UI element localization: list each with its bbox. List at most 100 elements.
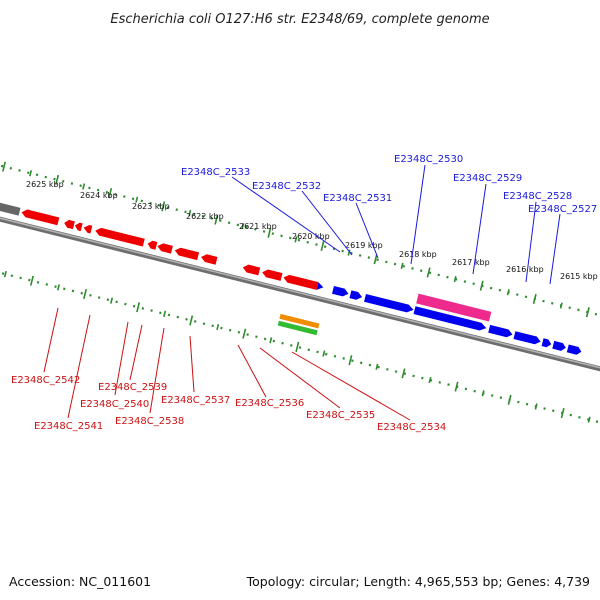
gene-forward[interactable] (513, 331, 541, 345)
special-gene-pink[interactable] (416, 293, 492, 322)
gene-label-reverse[interactable]: E2348C_2535 (306, 410, 375, 421)
genome-summary-text: Topology: circular; Length: 4,965,553 bp… (246, 574, 590, 589)
ruler-label: 2624 kbp (80, 191, 118, 200)
ruler-ticks-outer (2, 161, 590, 318)
ruler-tick (454, 381, 459, 392)
ruler-tick (267, 227, 272, 238)
ruler-tick (400, 262, 404, 269)
map-track (0, 161, 600, 426)
ruler-tick (29, 170, 33, 177)
ruler-tick (108, 188, 113, 199)
gene-forward[interactable] (541, 338, 553, 348)
ruler-tick (534, 403, 538, 410)
genome-backbone-highlight (0, 210, 600, 377)
gene-reverse[interactable] (200, 253, 218, 265)
ruler-label: 2617 kbp (452, 258, 490, 267)
gene-reverse[interactable] (21, 208, 60, 226)
ruler-tick (269, 337, 273, 344)
ruler-ticks-inner (3, 271, 591, 423)
ruler-tick (55, 174, 60, 185)
ruler-line-outer (0, 162, 600, 325)
ruler-tick (241, 223, 245, 230)
forward-label-lines (231, 164, 561, 285)
gene-label-forward[interactable]: E2348C_2531 (323, 193, 392, 204)
ruler-tick (401, 368, 406, 379)
ruler-tick (506, 289, 510, 296)
gene-forward[interactable] (316, 282, 324, 291)
gene-label-reverse[interactable]: E2348C_2539 (98, 382, 167, 393)
gene-reverse[interactable] (74, 222, 83, 232)
ruler-tick (161, 201, 166, 212)
ruler-labels: 2625 kbp 2624 kbp 2623 kbp 2622 kbp 2621… (26, 180, 598, 281)
gene-forward[interactable] (364, 293, 414, 314)
ruler-tick (560, 408, 565, 419)
genome-backbone (0, 209, 600, 379)
ruler-tick (242, 328, 247, 339)
gene-label-reverse[interactable]: E2348C_2541 (34, 421, 103, 432)
ruler-label: 2616 kbp (506, 265, 544, 274)
ruler-tick (189, 315, 194, 326)
gene-forward[interactable] (413, 306, 488, 332)
rna-green[interactable] (277, 320, 318, 336)
gene-forward[interactable] (332, 285, 349, 298)
gene-forward[interactable] (349, 290, 363, 301)
ruler-tick (214, 214, 219, 225)
ruler-tick (375, 363, 379, 370)
gene-forward[interactable] (488, 324, 513, 339)
gene-label-reverse[interactable]: E2348C_2537 (161, 395, 230, 406)
gene-label-forward[interactable]: E2348C_2532 (252, 181, 321, 192)
ruler-tick (294, 236, 298, 243)
gene-forward[interactable] (552, 340, 567, 352)
reverse-genes (0, 201, 319, 290)
gene-label-forward[interactable]: E2348C_2530 (394, 154, 463, 165)
ruler-tick (426, 267, 431, 278)
ruler-tick (163, 310, 167, 317)
ruler-tick (110, 297, 114, 304)
gene-label-reverse[interactable]: E2348C_2534 (377, 422, 446, 433)
gene-reverse[interactable] (94, 227, 145, 247)
gene-forward[interactable] (566, 344, 583, 356)
gene-label-forward[interactable]: E2348C_2529 (453, 173, 522, 184)
ruler-tick (373, 254, 378, 265)
forward-gene-labels: E2348C_2533 E2348C_2532 E2348C_2531 E234… (181, 154, 597, 215)
gene-label-forward[interactable]: E2348C_2527 (528, 204, 597, 215)
ruler-tick (320, 240, 325, 252)
gene-reverse[interactable] (63, 219, 75, 230)
gene-label-forward[interactable]: E2348C_2533 (181, 167, 250, 178)
gene-reverse[interactable] (242, 263, 261, 276)
gene-label-reverse[interactable]: E2348C_2538 (115, 416, 184, 427)
rna-orange[interactable] (279, 313, 320, 329)
reverse-label-lines (43, 307, 411, 421)
ruler-tick (585, 307, 590, 318)
ruler-tick (56, 284, 60, 291)
ruler-tick (587, 416, 591, 423)
gene-reverse[interactable] (0, 201, 21, 216)
ruler-tick (322, 350, 326, 357)
ruler-label: 2615 kbp (560, 272, 598, 281)
gene-label-reverse[interactable]: E2348C_2540 (80, 399, 149, 410)
accession-text: Accession: NC_011601 (9, 574, 151, 589)
gene-label-reverse[interactable]: E2348C_2542 (11, 375, 80, 386)
ruler-tick (348, 355, 353, 366)
gene-reverse[interactable] (83, 224, 93, 234)
gene-reverse[interactable] (261, 268, 283, 281)
ruler-line-inner (0, 263, 600, 426)
ruler-label: 2621 kbp (239, 222, 277, 231)
gene-reverse[interactable] (174, 247, 200, 261)
gene-reverse[interactable] (147, 240, 158, 250)
ruler-tick (135, 196, 139, 203)
ruler-label: 2618 kbp (399, 250, 437, 259)
ruler-tick (479, 280, 484, 291)
ruler-tick (559, 302, 563, 309)
ruler-label: 2620 kbp (292, 232, 330, 241)
gene-reverse[interactable] (283, 274, 319, 290)
ruler-tick (532, 293, 537, 304)
ruler-tick (347, 249, 351, 256)
gene-label-reverse[interactable]: E2348C_2536 (235, 398, 304, 409)
gene-reverse[interactable] (156, 242, 173, 254)
gene-label-forward[interactable]: E2348C_2528 (503, 191, 572, 202)
ruler-tick (2, 161, 7, 172)
ruler-tick (83, 288, 88, 300)
ruler-tick (136, 302, 141, 313)
